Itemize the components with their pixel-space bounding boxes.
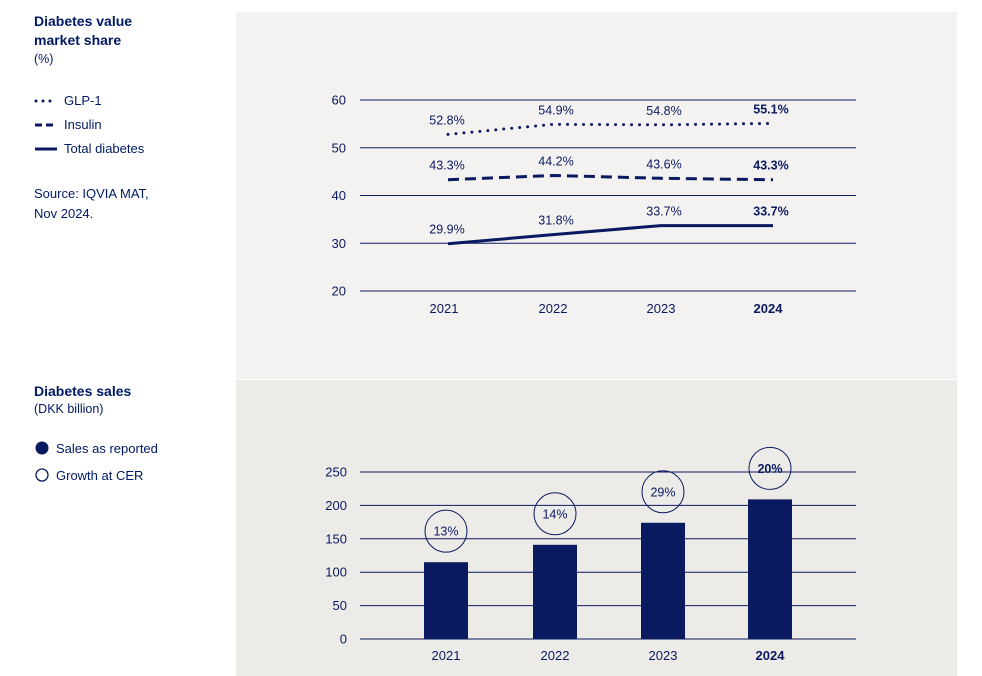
- x-tick-label-2021: 2021: [432, 648, 461, 663]
- x-tick-label-2022: 2022: [539, 301, 568, 316]
- dashed-line-icon: [35, 123, 57, 126]
- series-line-total-diabetes: [447, 224, 773, 246]
- sales-unit: (DKK billion): [34, 402, 104, 416]
- legend-insulin-label: Insulin: [64, 117, 102, 132]
- solid-line-icon: [35, 147, 57, 150]
- data-label-insulin: 43.3%: [753, 159, 788, 173]
- series-line-glp-1: [446, 121, 775, 136]
- x-tick-label-2024: 2024: [756, 648, 786, 663]
- growth-label: 20%: [757, 462, 782, 476]
- bar-2023: [641, 522, 685, 639]
- source-line1: Source: IQVIA MAT,: [34, 186, 149, 201]
- sales-bar-chart: 0 50 100 150 200 250 2021 2022 2023 2024 13% 14% 29%…: [325, 446, 856, 663]
- bar-2024: [748, 499, 792, 639]
- y-tick-label: 30: [332, 236, 346, 251]
- growth-circle: [748, 446, 792, 490]
- legend-sales: Sales as reported: [34, 440, 158, 456]
- y-tick-label: 200: [325, 498, 347, 513]
- market-share-title: Diabetes value market share: [34, 12, 132, 50]
- series-line-insulin: [447, 173, 774, 182]
- source-note: Source: IQVIA MAT, Nov 2024.: [34, 184, 224, 224]
- x-tick-label-2024: 2024: [754, 301, 784, 316]
- y-tick-label: 40: [332, 188, 346, 203]
- legend-total: Total diabetes: [34, 141, 144, 156]
- y-tick-label: 0: [340, 632, 347, 647]
- legend-growth-label: Growth at CER: [56, 467, 144, 483]
- data-label-insulin: 43.3%: [429, 159, 464, 173]
- market-share-title-line1: Diabetes value: [34, 13, 133, 29]
- market-share-line-chart: 20 30 40 50 60 2021 2022 2023 2024 52.8% 54.9% 54.8…: [332, 93, 856, 316]
- data-label-insulin: 44.2%: [538, 154, 573, 168]
- bar-2022: [533, 544, 577, 639]
- market-share-title-line2: market share: [34, 32, 122, 48]
- sales-panel: [236, 380, 957, 676]
- legend-total-label: Total diabetes: [64, 141, 145, 156]
- filled-circle-icon: [35, 441, 49, 455]
- bar-2021: [424, 562, 468, 639]
- growth-circle: [533, 492, 577, 536]
- growth-circle: [424, 509, 468, 553]
- legend-sales-label: Sales as reported: [56, 440, 158, 456]
- growth-circle: [641, 470, 685, 514]
- sales-title: Diabetes sales: [34, 383, 132, 399]
- legend-growth: Growth at CER: [34, 467, 143, 483]
- y-tick-label: 50: [332, 140, 346, 155]
- data-label-total-diabetes: 29.9%: [429, 223, 464, 237]
- legend-glp1: GLP-1: [34, 93, 102, 108]
- growth-label: 14%: [542, 507, 567, 521]
- legend-insulin: Insulin: [34, 117, 102, 132]
- y-tick-label: 250: [325, 465, 347, 480]
- data-label-glp-1: 52.8%: [429, 113, 464, 127]
- y-tick-label: 60: [332, 93, 346, 108]
- y-tick-label: 150: [325, 531, 347, 546]
- x-tick-label-2023: 2023: [647, 301, 676, 316]
- outline-circle-icon: [35, 468, 49, 482]
- data-label-glp-1: 54.8%: [646, 104, 681, 118]
- y-tick-label: 50: [333, 598, 347, 613]
- x-tick-label-2023: 2023: [649, 648, 678, 663]
- growth-label: 29%: [650, 485, 675, 499]
- y-tick-label: 20: [332, 284, 346, 299]
- data-label-insulin: 43.6%: [646, 157, 681, 171]
- source-line2: Nov 2024.: [34, 206, 94, 221]
- y-tick-label: 100: [325, 565, 347, 580]
- legend-glp1-label: GLP-1: [64, 93, 102, 108]
- x-tick-label-2021: 2021: [430, 301, 459, 316]
- data-label-total-diabetes: 33.7%: [646, 205, 681, 219]
- data-label-total-diabetes: 31.8%: [538, 214, 573, 228]
- x-tick-label-2022: 2022: [541, 648, 570, 663]
- growth-label: 13%: [433, 525, 458, 539]
- data-label-glp-1: 55.1%: [753, 102, 788, 116]
- data-label-glp-1: 54.9%: [538, 103, 573, 117]
- market-share-unit: (%): [34, 52, 54, 66]
- data-label-total-diabetes: 33.7%: [753, 205, 788, 219]
